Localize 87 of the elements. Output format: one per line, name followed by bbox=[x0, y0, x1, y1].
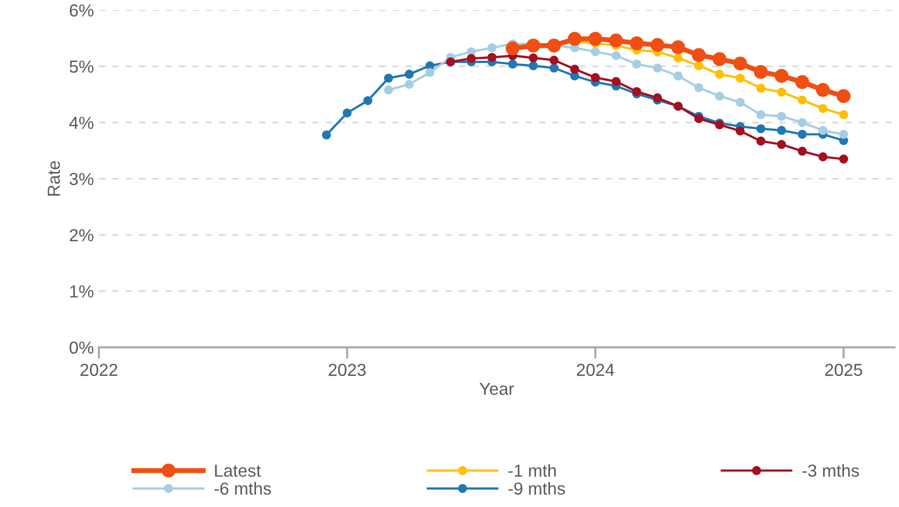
point bbox=[674, 53, 683, 62]
y-tick-label: 1% bbox=[70, 285, 94, 298]
point bbox=[588, 32, 602, 46]
point bbox=[754, 65, 768, 79]
point bbox=[777, 88, 786, 97]
y-tick-label: 6% bbox=[70, 4, 94, 17]
point bbox=[568, 32, 582, 46]
point bbox=[694, 83, 704, 92]
point bbox=[671, 40, 686, 54]
point bbox=[777, 126, 786, 135]
point bbox=[630, 36, 644, 50]
point bbox=[798, 146, 807, 156]
y-tick-label: 4% bbox=[69, 116, 94, 129]
point bbox=[612, 76, 621, 86]
x-axis-title: Year bbox=[480, 382, 514, 395]
point bbox=[756, 110, 766, 120]
point bbox=[798, 96, 807, 105]
point bbox=[694, 114, 704, 124]
point bbox=[528, 61, 538, 70]
legend-label: -6 mths bbox=[214, 482, 271, 495]
point bbox=[342, 108, 352, 118]
point bbox=[528, 53, 538, 62]
point bbox=[756, 136, 766, 146]
x-tick-label: 2022 bbox=[80, 364, 118, 376]
point bbox=[487, 52, 496, 62]
point bbox=[404, 70, 414, 79]
point bbox=[322, 130, 331, 140]
point bbox=[526, 38, 540, 52]
point bbox=[777, 140, 786, 149]
y-tick-label: 0% bbox=[70, 341, 94, 354]
point bbox=[733, 56, 748, 70]
point bbox=[736, 98, 745, 107]
point bbox=[839, 130, 848, 139]
point bbox=[736, 74, 745, 83]
point bbox=[674, 71, 683, 80]
point bbox=[836, 89, 851, 104]
point bbox=[425, 68, 434, 78]
point bbox=[384, 74, 394, 83]
point bbox=[756, 84, 766, 93]
point bbox=[612, 51, 621, 60]
point bbox=[714, 70, 724, 79]
point bbox=[714, 92, 724, 101]
legend-label: -3 mths bbox=[802, 464, 859, 477]
point bbox=[798, 130, 807, 139]
point bbox=[508, 60, 518, 69]
x-tick-label: 2025 bbox=[825, 364, 862, 376]
point bbox=[404, 80, 414, 89]
point bbox=[609, 34, 623, 48]
point bbox=[712, 52, 726, 66]
point bbox=[736, 126, 745, 136]
point bbox=[547, 38, 561, 52]
point bbox=[816, 82, 830, 97]
point bbox=[632, 60, 642, 69]
point bbox=[590, 73, 600, 82]
point bbox=[590, 47, 600, 56]
legend-label: -9 mths bbox=[508, 482, 565, 495]
x-tick-label: 2024 bbox=[576, 364, 614, 376]
point bbox=[652, 93, 662, 102]
y-tick-label: 5% bbox=[70, 60, 94, 73]
x-tick-label: 2023 bbox=[328, 364, 366, 376]
point bbox=[756, 124, 766, 134]
point bbox=[487, 43, 496, 52]
point bbox=[774, 68, 788, 83]
point bbox=[798, 118, 807, 128]
point bbox=[818, 104, 828, 113]
point bbox=[652, 64, 662, 73]
point bbox=[570, 64, 580, 74]
point bbox=[777, 112, 786, 121]
point bbox=[839, 154, 848, 164]
point bbox=[818, 152, 828, 162]
point bbox=[795, 75, 810, 90]
y-tick-label: 3% bbox=[70, 172, 94, 186]
legend-label: -1 mth bbox=[508, 464, 556, 477]
point bbox=[650, 38, 664, 52]
point bbox=[818, 126, 828, 135]
point bbox=[694, 61, 704, 70]
point bbox=[384, 85, 394, 94]
point bbox=[506, 41, 520, 56]
point bbox=[549, 56, 559, 65]
y-axis-title: Rate bbox=[48, 161, 60, 196]
point bbox=[466, 54, 476, 63]
point bbox=[692, 48, 706, 62]
legend-label: Latest bbox=[215, 464, 261, 477]
point bbox=[549, 64, 559, 73]
point bbox=[363, 96, 372, 106]
point bbox=[839, 110, 848, 120]
y-tick-label: 2% bbox=[70, 229, 94, 242]
